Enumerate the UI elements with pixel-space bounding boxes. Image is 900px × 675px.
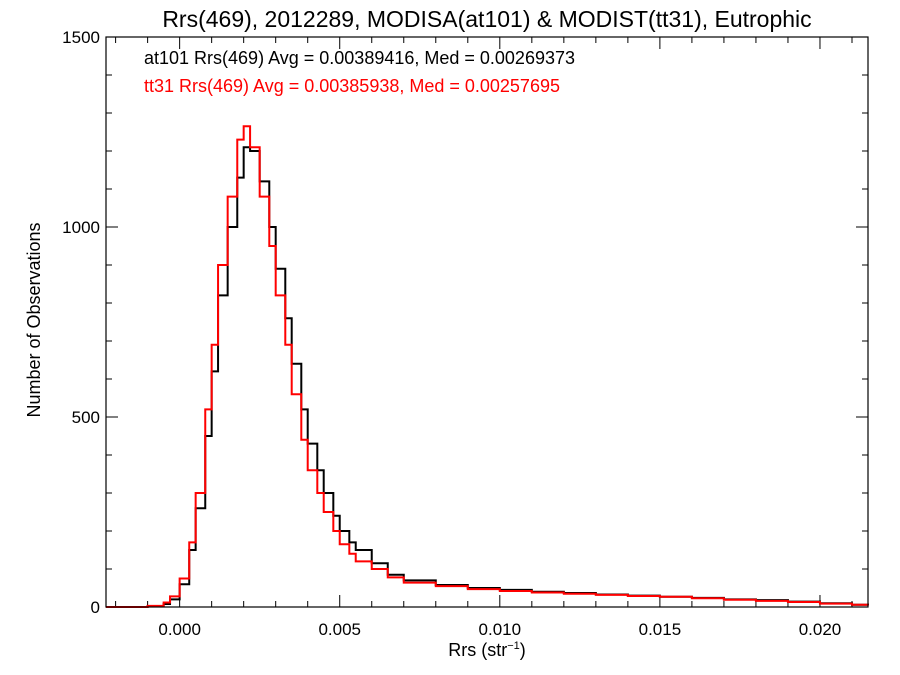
x-axis-ticks: 0.000 0.005 0.010 0.015 0.020 xyxy=(115,37,853,639)
y-tick-label: 1000 xyxy=(62,218,100,237)
chart-title: Rrs(469), 2012289, MODISA(at101) & MODIS… xyxy=(162,6,811,32)
y-tick-label: 500 xyxy=(72,408,100,427)
x-axis-label-main: Rrs (str xyxy=(448,640,507,660)
y-axis-ticks: 0 500 1000 1500 xyxy=(62,28,868,617)
x-tick-label: 0.000 xyxy=(158,620,201,639)
y-axis-label: Number of Observations xyxy=(24,222,44,417)
x-tick-label: 0.015 xyxy=(639,620,682,639)
y-tick-label: 0 xyxy=(91,598,100,617)
x-axis-label-superscript: −1 xyxy=(507,640,520,652)
annotation-tt31: tt31 Rrs(469) Avg = 0.00385938, Med = 0.… xyxy=(144,76,560,96)
y-tick-label: 1500 xyxy=(62,28,100,47)
plot-frame xyxy=(105,36,869,608)
annotation-at101: at101 Rrs(469) Avg = 0.00389416, Med = 0… xyxy=(144,48,575,68)
x-axis-label-end: ) xyxy=(520,640,526,660)
x-tick-label: 0.005 xyxy=(318,620,361,639)
series-line-1 xyxy=(106,125,869,608)
x-tick-label: 0.010 xyxy=(479,620,522,639)
series-line-0 xyxy=(106,146,869,608)
x-axis-label: Rrs (str−1) xyxy=(448,640,526,660)
x-tick-label: 0.020 xyxy=(799,620,842,639)
series-layer xyxy=(106,125,869,608)
